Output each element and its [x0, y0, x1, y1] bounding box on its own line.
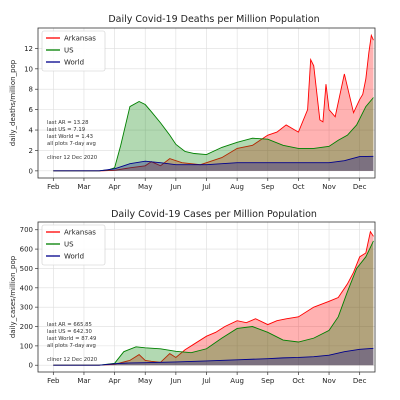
- cases-stat-credit: cliner 12 Dec 2020: [47, 357, 98, 363]
- cases-x-ticks: Feb Mar Apr May Jun Jul Aug Sep Oct Nov Dec: [47, 372, 367, 385]
- cases-stat-last-world: last World = 87.49: [47, 336, 96, 342]
- deaths-stats: last AR = 13.28 last US = 7.19 last Worl…: [47, 120, 98, 161]
- deaths-stat-last-world: last World = 1.43: [47, 134, 93, 140]
- cases-x-tick-label: Jun: [169, 377, 181, 385]
- deaths-line-us: [53, 97, 374, 172]
- deaths-x-tick-label: Feb: [47, 183, 60, 191]
- cases-x-tick-label: Mar: [77, 377, 90, 385]
- deaths-chart: Daily Covid-19 Deaths per Million Popula…: [9, 14, 376, 191]
- deaths-y-tick-label: 8: [29, 86, 33, 94]
- deaths-legend-label-world: World: [64, 59, 84, 67]
- deaths-line-world: [53, 155, 374, 172]
- cases-x-tick-label: Dec: [353, 377, 367, 385]
- cases-stats: last AR = 665.85 last US = 642.30 last W…: [47, 322, 98, 363]
- deaths-stat-last-ar: last AR = 13.28: [47, 120, 89, 126]
- deaths-x-tick-label: Jun: [169, 183, 181, 191]
- deaths-areas: [53, 33, 374, 172]
- cases-legend-label-us: US: [64, 241, 74, 249]
- deaths-line-arkansas: [53, 33, 374, 172]
- deaths-legend-label-arkansas: Arkansas: [64, 35, 96, 43]
- deaths-y-tick-label: 12: [24, 45, 33, 53]
- cases-legend-box: [41, 224, 106, 266]
- deaths-y-tick-label: 4: [29, 127, 34, 135]
- cases-y-tick-label: 700: [20, 226, 33, 234]
- deaths-legend-box: [41, 30, 106, 72]
- deaths-stat-credit: cliner 12 Dec 2020: [47, 155, 98, 161]
- deaths-x-ticks: Feb Mar Apr May Jun Jul Aug Sep Oct Nov Dec: [47, 178, 367, 191]
- cases-line-world: [53, 347, 374, 366]
- deaths-legend: Arkansas US World: [41, 30, 106, 72]
- deaths-area-arkansas: [53, 35, 374, 171]
- deaths-chart-title: Daily Covid-19 Deaths per Million Popula…: [108, 14, 319, 25]
- cases-line-us: [53, 240, 374, 366]
- cases-x-tick-label: Nov: [322, 377, 336, 385]
- cases-y-tick-label: 400: [20, 284, 33, 292]
- cases-stat-last-us: last US = 642.30: [47, 329, 92, 335]
- cases-area-arkansas: [53, 231, 374, 366]
- deaths-x-tick-label: Dec: [353, 183, 367, 191]
- cases-stat-avg-note: all plots 7-day avg: [47, 343, 96, 349]
- deaths-x-tick-label: Oct: [292, 183, 304, 191]
- cases-chart-title: Daily Covid-19 Cases per Million Populat…: [111, 209, 317, 220]
- cases-y-tick-label: 600: [20, 246, 33, 254]
- cases-y-tick-label: 300: [20, 304, 33, 312]
- deaths-x-tick-label: Jul: [201, 183, 211, 191]
- cases-chart: Daily Covid-19 Cases per Million Populat…: [9, 209, 376, 385]
- deaths-y-ticks: 0 2 4 6 8 10 12: [24, 45, 38, 175]
- deaths-legend-label-us: US: [64, 47, 74, 55]
- deaths-y-tick-label: 6: [29, 106, 34, 114]
- deaths-y-tick-label: 2: [29, 147, 33, 155]
- cases-y-ticks: 0 100 200 300 400 500 600 700: [20, 226, 38, 370]
- deaths-x-tick-label: Mar: [77, 183, 90, 191]
- cases-areas: [53, 230, 374, 366]
- deaths-stat-last-us: last US = 7.19: [47, 127, 85, 133]
- cases-legend: Arkansas US World: [41, 224, 106, 266]
- cases-y-tick-label: 100: [20, 342, 33, 350]
- deaths-y-axis-label: daily_deaths/million_pop: [9, 59, 17, 146]
- cases-y-tick-label: 0: [29, 362, 33, 370]
- cases-line-arkansas: [53, 230, 374, 366]
- cases-stat-last-ar: last AR = 665.85: [47, 322, 92, 328]
- deaths-stat-avg-note: all plots 7-day avg: [47, 141, 96, 147]
- deaths-x-tick-label: Sep: [261, 183, 275, 191]
- cases-legend-label-arkansas: Arkansas: [64, 229, 96, 237]
- deaths-x-tick-label: May: [138, 183, 152, 191]
- cases-x-tick-label: Sep: [261, 377, 275, 385]
- deaths-area-us: [53, 97, 374, 171]
- cases-x-tick-label: Apr: [109, 377, 121, 385]
- cases-x-tick-label: May: [138, 377, 152, 385]
- deaths-y-tick-label: 0: [29, 167, 33, 175]
- cases-x-tick-label: Oct: [292, 377, 304, 385]
- deaths-x-tick-label: Apr: [109, 183, 121, 191]
- cases-x-tick-label: Aug: [230, 377, 244, 385]
- cases-x-tick-label: Jul: [201, 377, 211, 385]
- cases-legend-label-world: World: [64, 253, 84, 261]
- deaths-x-tick-label: Aug: [230, 183, 244, 191]
- cases-area-world: [53, 348, 374, 366]
- cases-y-axis-label: daily_cases/million_pop: [9, 255, 17, 338]
- cases-y-tick-label: 500: [20, 265, 33, 273]
- cases-y-tick-label: 200: [20, 323, 33, 331]
- cases-x-tick-label: Feb: [47, 377, 60, 385]
- deaths-area-world: [53, 156, 374, 171]
- deaths-y-tick-label: 10: [24, 65, 33, 73]
- deaths-x-tick-label: Nov: [322, 183, 336, 191]
